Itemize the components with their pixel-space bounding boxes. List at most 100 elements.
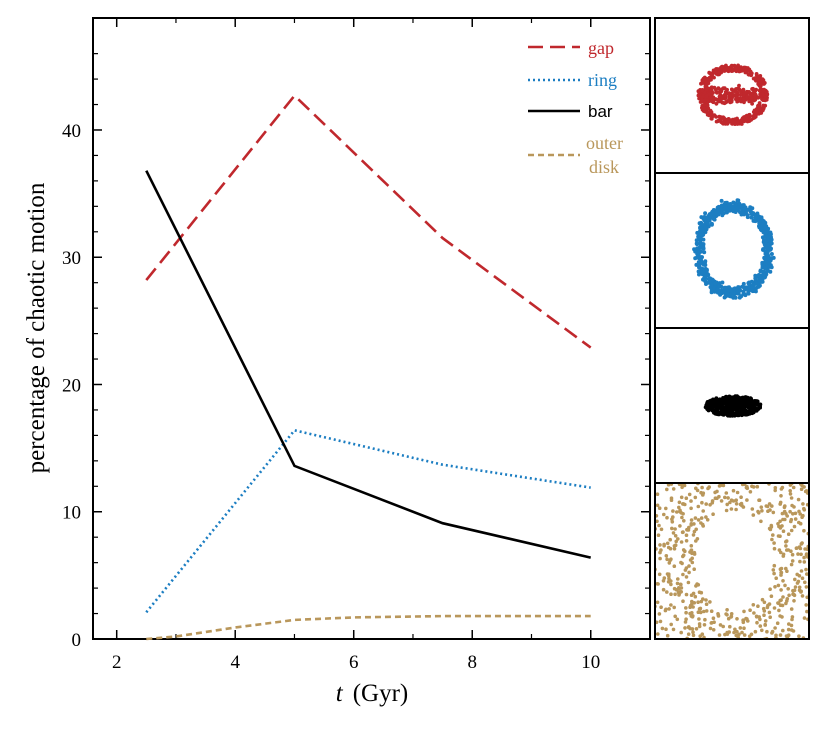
orbit-point-gap [701,76,706,81]
orbit-point-outer-disk [796,552,800,556]
orbit-point-outer-disk [721,484,726,488]
orbit-point-gap [709,77,713,82]
orbit-point-outer-disk [704,609,709,613]
orbit-point-outer-disk [770,537,774,542]
orbit-point-outer-disk [711,512,715,516]
orbit-point-outer-disk [817,603,821,607]
orbit-point-outer-disk [802,555,806,560]
orbit-point-outer-disk [742,626,746,630]
orbit-point-ring [763,261,768,265]
orbit-point-outer-disk [743,652,747,656]
orbit-point-outer-disk [733,627,737,632]
orbit-point-outer-disk [748,447,752,451]
orbit-point-outer-disk [702,676,706,680]
orbit-point-outer-disk [672,473,676,477]
orbit-point-outer-disk [723,495,727,500]
orbit-point-outer-disk [763,637,766,638]
orbit-point-outer-disk [677,500,682,505]
orbit-point-outer-disk [702,609,706,614]
orbit-point-gap [711,91,715,95]
orbit-point-outer-disk [691,645,695,649]
orbit-point-outer-disk [656,600,660,605]
orbit-point-outer-disk [759,519,763,524]
orbit-point-outer-disk [656,567,657,571]
orbit-point-outer-disk [758,624,763,628]
legend-label-disk: disk [589,157,619,177]
orbit-point-outer-disk [644,553,648,557]
orbit-point-outer-disk [795,572,799,577]
orbit-point-outer-disk [762,468,766,472]
orbit-point-outer-disk [719,437,723,441]
orbit-point-ring [760,218,765,223]
orbit-point-outer-disk [793,511,798,516]
orbit-point-ring [761,221,766,226]
orbit-point-outer-disk [693,516,698,520]
orbit-point-outer-disk [656,582,660,586]
orbit-point-outer-disk [722,674,726,678]
orbit-point-ring [714,211,719,216]
orbit-point-gap [722,120,726,125]
orbit-point-gap [700,88,705,93]
orbit-point-outer-disk [666,580,671,584]
orbit-point-outer-disk [656,492,660,496]
orbit-point-outer-disk [662,576,667,580]
orbit-point-outer-disk [819,571,823,575]
orbit-point-gap [735,116,739,121]
orbit-point-outer-disk [775,671,779,675]
orbit-point-outer-disk [825,525,829,529]
orbit-point-outer-disk [677,593,681,597]
orbit-point-outer-disk [755,676,759,680]
orbit-point-outer-disk [679,643,683,647]
orbit-point-gap [711,113,716,118]
orbit-point-outer-disk [669,557,673,561]
orbit-point-gap [706,106,711,111]
orbit-point-outer-disk [823,540,827,544]
orbit-point-gap [732,63,737,68]
orbit-point-outer-disk [789,549,793,553]
orbit-point-ring [701,244,706,249]
orbit-point-bar [757,405,761,410]
orbit-point-outer-disk [704,662,708,666]
orbit-point-ring [720,280,725,285]
orbit-point-outer-disk [704,665,708,669]
orbit-point-outer-disk [781,529,786,533]
orbit-point-outer-disk [696,518,701,522]
orbit-point-outer-disk [771,640,775,644]
orbit-point-outer-disk [680,485,684,490]
orbit-point-bar [713,408,717,413]
orbit-point-ring [710,211,715,216]
orbit-point-outer-disk [751,603,756,607]
orbit-point-outer-disk [669,592,673,596]
legend-label-outer: outer [586,133,623,153]
orbit-point-gap [734,90,738,94]
orbit-point-outer-disk [709,466,713,470]
orbit-point-outer-disk [742,633,747,637]
orbit-point-outer-disk [643,566,647,570]
orbit-point-outer-disk [783,583,787,588]
orbit-point-outer-disk [704,515,708,519]
orbit-point-outer-disk [671,487,676,491]
orbit-point-outer-disk [681,460,685,464]
orbit-point-outer-disk [752,651,756,655]
orbit-point-outer-disk [678,471,682,475]
orbit-point-outer-disk [694,486,698,491]
orbit-point-outer-disk [785,514,789,518]
orbit-point-bar [720,412,725,417]
orbit-point-outer-disk [785,599,789,603]
orbit-point-ring [731,292,736,296]
orbit-point-outer-disk [750,507,755,511]
orbit-point-gap [747,99,752,104]
orbit-point-outer-disk [781,628,785,633]
series-line-gap [145,93,592,349]
orbit-point-outer-disk [824,545,828,549]
orbit-point-ring [746,207,751,212]
orbit-point-outer-disk [756,466,760,470]
orbit-point-outer-disk [744,643,748,647]
orbit-point-outer-disk [657,612,662,616]
orbit-point-outer-disk [734,661,738,665]
orbit-point-outer-disk [691,630,695,634]
orbit-point-outer-disk [814,604,818,608]
orbit-point-outer-disk [793,577,797,582]
orbit-point-outer-disk [690,627,695,631]
orbit-point-ring [768,247,773,252]
